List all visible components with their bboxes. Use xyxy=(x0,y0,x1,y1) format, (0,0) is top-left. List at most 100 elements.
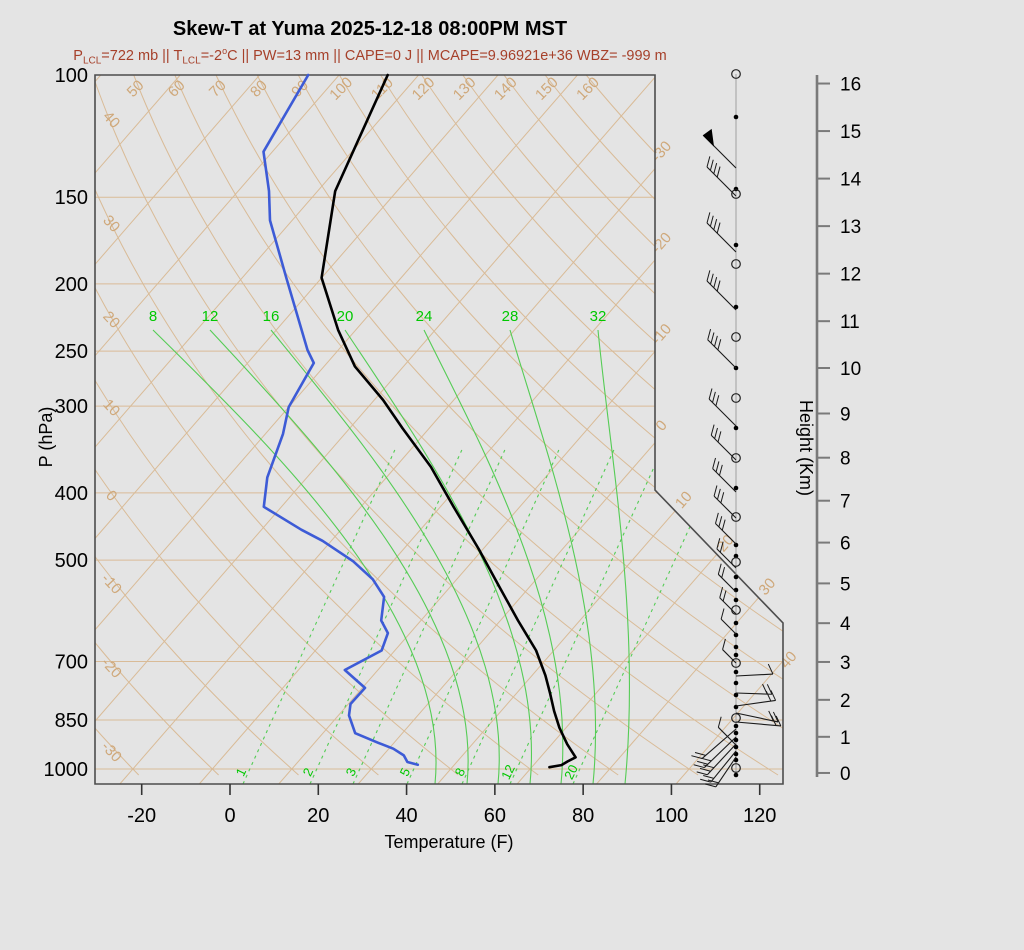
wind-circle xyxy=(731,512,741,522)
height-tick-label: 1 xyxy=(840,728,851,749)
dry-adiabat-line xyxy=(95,75,379,776)
wind-dot xyxy=(733,114,739,120)
pressure-tick-label: 850 xyxy=(55,710,88,732)
mixing-ratio-line xyxy=(309,449,463,784)
wind-barb-tick xyxy=(712,457,716,469)
isotherm-label: 20 xyxy=(714,532,738,556)
dry-adiabat-line xyxy=(297,75,783,776)
wind-barb-staff xyxy=(703,736,737,768)
dry-adiabat-line xyxy=(95,75,699,776)
wind-barb-tick xyxy=(767,663,774,675)
wind-barb-tick xyxy=(720,492,725,503)
x-axis-tick-label: 80 xyxy=(572,805,594,827)
wind-barb-tick xyxy=(707,779,719,784)
wind-dot xyxy=(733,425,739,431)
mixing-ratio-line xyxy=(406,449,560,784)
moist-adiabat-label: 12 xyxy=(202,308,219,325)
moist-adiabat-line xyxy=(423,329,564,784)
pressure-tick-label: 200 xyxy=(55,274,88,296)
subtitle-t: =722 mb || T xyxy=(101,47,183,64)
wind-barb-tick xyxy=(775,715,782,727)
x-axis-tick-label: 20 xyxy=(307,805,329,827)
wind-barb-tick xyxy=(703,775,714,779)
wind-barb-tick xyxy=(717,716,722,728)
dry-adiabat-line xyxy=(256,75,783,776)
wind-dot xyxy=(733,669,739,675)
pressure-tick-label: 250 xyxy=(55,341,88,363)
mixing-ratio-line xyxy=(572,449,726,784)
wind-barb-tick xyxy=(709,159,714,171)
dry-adiabat-label: -10 xyxy=(98,570,125,597)
moist-adiabat-label: 32 xyxy=(590,308,607,325)
pressure-tick-label: 150 xyxy=(55,187,88,209)
wind-barb-tick xyxy=(703,764,715,769)
wind-barb-tick xyxy=(716,222,721,234)
wind-barb-tick xyxy=(717,339,722,351)
mixing-ratio-line xyxy=(242,449,396,784)
height-tick-label: 7 xyxy=(840,492,851,513)
wind-barb-staff xyxy=(706,280,737,311)
wind-barb-staff xyxy=(735,699,776,707)
isotherm-label: 30 xyxy=(755,575,779,599)
dry-adiabat-line xyxy=(95,75,539,776)
isotherm-line xyxy=(95,75,261,784)
height-tick-label: 13 xyxy=(840,217,861,238)
wind-barb-tick xyxy=(716,166,721,178)
moist-adiabat-line xyxy=(209,329,469,784)
wind-barb-staff xyxy=(701,728,737,759)
x-axis-tick-label: 60 xyxy=(484,805,506,827)
wind-dot xyxy=(733,242,739,248)
wind-barb-tick xyxy=(709,215,714,227)
moist-adiabat-label: 8 xyxy=(149,308,157,325)
mixing-ratio-label: 8 xyxy=(452,765,469,778)
isotherm-label: 10 xyxy=(672,488,696,512)
wind-barbs xyxy=(691,69,782,788)
wind-barb-staff xyxy=(707,339,737,369)
dry-adiabat-line xyxy=(95,75,299,776)
height-tick-label: 15 xyxy=(840,122,861,143)
wind-barb-tick xyxy=(719,541,724,553)
isotherm-label: 40 xyxy=(777,648,801,672)
chart-title: Skew-T at Yuma 2025-12-18 08:00PM MST xyxy=(172,18,568,40)
pressure-tick-label: 1000 xyxy=(44,759,89,781)
wind-dot xyxy=(733,620,739,626)
wind-circle xyxy=(731,763,741,773)
x-axis-tick-label: 120 xyxy=(743,805,776,827)
dry-adiabat-line xyxy=(133,75,779,776)
dry-adiabat-label: -30 xyxy=(98,738,125,765)
grid-lines xyxy=(95,75,783,784)
wind-barb-tick xyxy=(691,755,703,760)
dry-adiabat-line xyxy=(503,75,783,776)
wind-barb-tick xyxy=(765,690,772,702)
wind-dot xyxy=(733,730,739,736)
wind-barb-staff xyxy=(735,692,772,695)
wind-barb-tick xyxy=(693,764,705,769)
wind-barb-tick xyxy=(768,710,774,722)
height-axis-title: Height (Km) xyxy=(796,400,816,496)
wind-barb-tick xyxy=(716,280,721,292)
dry-adiabat-line xyxy=(215,75,783,776)
temperature-curve xyxy=(320,73,577,769)
dry-adiabat-line xyxy=(95,75,219,776)
wind-dot xyxy=(733,597,739,603)
mixing-ratio-line xyxy=(509,449,663,784)
isotherm-label: -10 xyxy=(648,321,675,349)
wind-barb-tick xyxy=(713,163,718,174)
wind-barb-tick xyxy=(715,461,720,473)
wind-barb-tick xyxy=(696,771,708,776)
height-tick-label: 6 xyxy=(840,534,851,555)
wind-barb-staff xyxy=(706,222,737,253)
wind-barb-tick xyxy=(722,590,727,602)
wind-barb-tick xyxy=(706,270,711,282)
dry-adiabat-label: 160 xyxy=(573,74,603,104)
dry-adiabat-label: 120 xyxy=(409,74,439,104)
wind-circle xyxy=(731,393,741,403)
wind-barb-tick xyxy=(714,335,718,347)
wind-barb-staff xyxy=(710,434,737,461)
wind-barb-staff xyxy=(722,649,737,664)
mixing-ratio-label: 20 xyxy=(561,762,581,782)
dry-adiabat-label: 30 xyxy=(99,212,123,236)
